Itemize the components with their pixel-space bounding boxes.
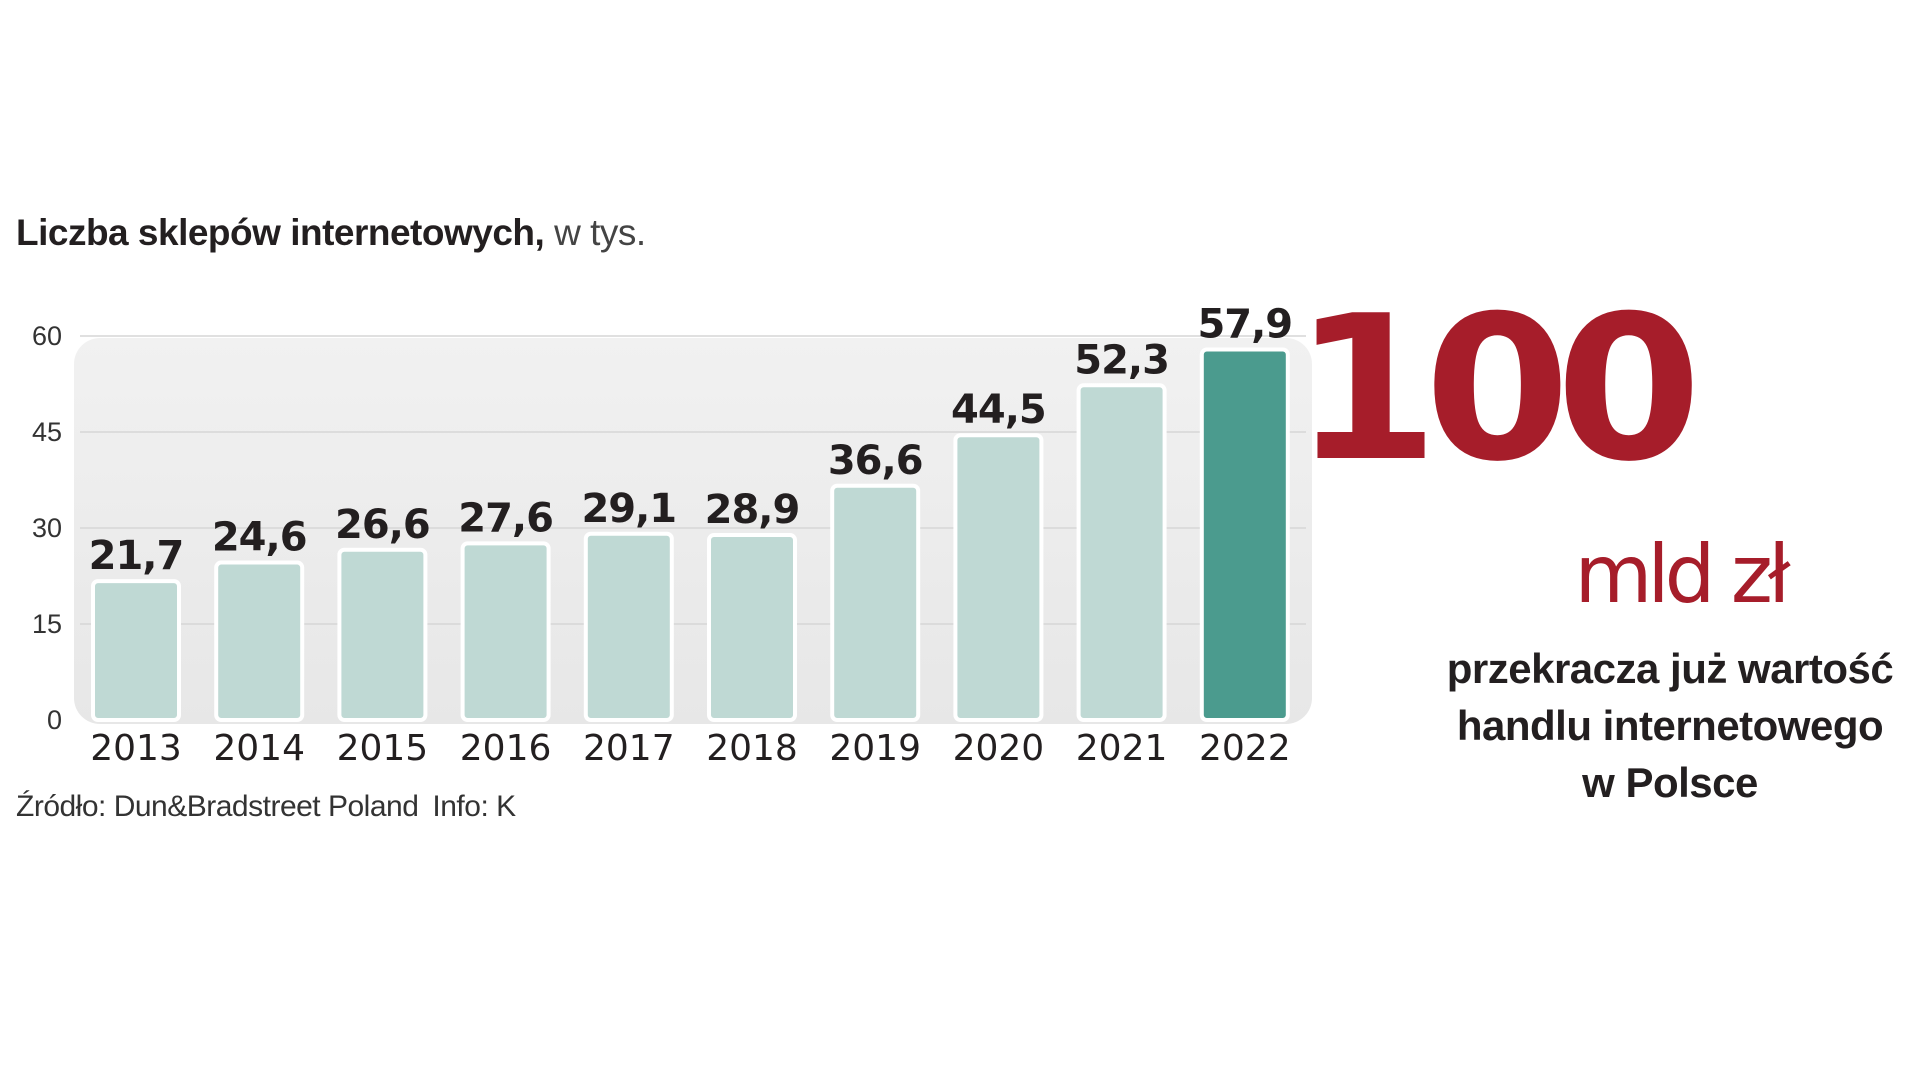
bars (91, 347, 1290, 723)
x-tick-label: 2021 (1076, 728, 1168, 769)
headline-number: 100 (1292, 273, 1702, 506)
headline-description-line: w Polsce (1582, 759, 1758, 806)
chart-title: Liczba sklepów internetowych, w tys. (16, 212, 646, 254)
bar-value-label: 29,1 (581, 486, 676, 532)
bar-value-label: 27,6 (458, 495, 553, 541)
bar-value-label: 44,5 (951, 387, 1046, 433)
bar (1199, 347, 1290, 722)
x-axis-ticks: 2013 2014 2015 2016 2017 2018 2019 2020 2021 2022 (90, 728, 1290, 769)
info-text: Info: K (432, 790, 516, 823)
y-tick-label: 30 (32, 513, 62, 543)
bar (91, 579, 181, 722)
bar (214, 560, 305, 722)
bar-value-label: 24,6 (212, 515, 307, 561)
x-tick-label: 2018 (706, 728, 798, 769)
bar-value-label: 57,9 (1197, 301, 1292, 347)
headline-unit: mld zł (1574, 528, 1790, 621)
source-text: Źródło: Dun&Bradstreet Poland (16, 790, 419, 823)
x-tick-label: 2015 (337, 728, 429, 769)
bar (830, 483, 921, 722)
headline-description: przekracza już wartość handlu internetow… (1420, 640, 1920, 811)
y-axis-ticks: 0 15 30 45 60 (32, 321, 62, 735)
y-tick-label: 45 (32, 417, 62, 447)
chart-title-unit: w tys. (544, 212, 646, 253)
x-tick-label: 2016 (460, 728, 552, 769)
x-tick-label: 2013 (90, 728, 182, 769)
chart-title-main: Liczba sklepów internetowych, (16, 212, 545, 253)
bar-value-label: 28,9 (705, 487, 800, 533)
bar-value-label: 26,6 (335, 502, 430, 548)
y-tick-label: 15 (32, 609, 62, 639)
bar-value-label: 21,7 (89, 533, 184, 579)
bar-value-label: 52,3 (1074, 337, 1169, 383)
x-tick-label: 2019 (829, 728, 921, 769)
value-labels: 21,7 24,6 26,6 27,6 29,1 28,9 36,6 44,5 52,3 57,9 (89, 301, 1294, 579)
headline-description-line: przekracza już wartość (1446, 645, 1894, 692)
y-tick-label: 60 (32, 321, 62, 351)
y-tick-label: 0 (47, 705, 62, 735)
bar (337, 547, 428, 723)
x-tick-label: 2014 (213, 728, 305, 769)
bar (707, 533, 797, 722)
x-tick-label: 2017 (583, 728, 675, 769)
x-tick-label: 2020 (953, 728, 1045, 769)
bar (953, 433, 1044, 722)
bar-value-label: 36,6 (828, 438, 923, 484)
bar-chart: 0 15 30 45 60 21,7 24,6 26,6 27,6 29,1 28,9 36,6 44… (32, 301, 1312, 769)
headline-description-line: handlu internetowego (1456, 702, 1884, 749)
source-note: Źródło: Dun&Bradstreet Poland Info: K (16, 790, 516, 824)
bar (1076, 383, 1167, 722)
bar (583, 531, 674, 722)
x-tick-label: 2022 (1199, 728, 1291, 769)
bar (460, 541, 551, 722)
